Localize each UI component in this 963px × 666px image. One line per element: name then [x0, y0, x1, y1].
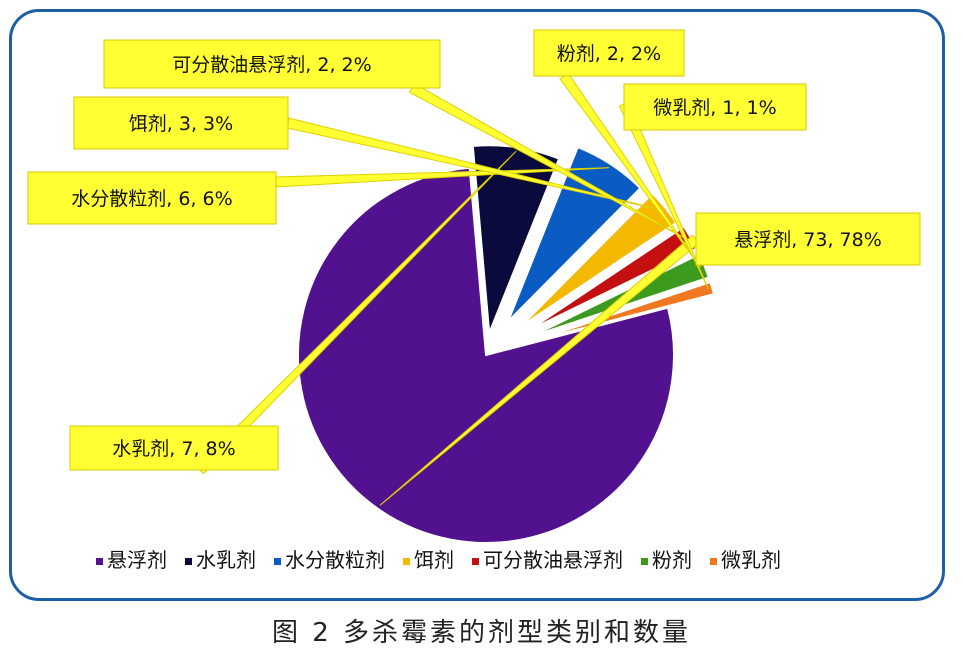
- pie-slice-3: [507, 145, 642, 323]
- legend-label-6: 粉剂: [652, 548, 692, 572]
- legend-label-1: 悬浮剂: [107, 548, 167, 572]
- legend-label-4: 饵剂: [414, 548, 454, 572]
- legend-swatch: [710, 558, 717, 565]
- pie-slice-1: [297, 166, 675, 544]
- data-label-5: 可分散油悬浮剂, 2, 2%: [172, 54, 371, 76]
- legend-swatch: [641, 558, 648, 565]
- data-label-7: 微乳剂, 1, 1%: [653, 97, 776, 119]
- data-label-4: 饵剂, 3, 3%: [129, 113, 233, 135]
- legend-swatch: [472, 558, 479, 565]
- callout-box: [533, 29, 685, 77]
- figure-caption: 图 2 多杀霉素的剂型类别和数量: [271, 618, 692, 648]
- data-label-2: 水乳剂, 7, 8%: [112, 438, 235, 460]
- legend-swatch: [403, 558, 410, 565]
- callout-box: [27, 171, 277, 225]
- legend-label-7: 微乳剂: [721, 548, 781, 572]
- legend-swatch: [96, 558, 103, 565]
- data-label-3: 水分散粒剂, 6, 6%: [71, 188, 232, 210]
- data-label-6: 粉剂, 2, 2%: [557, 43, 661, 65]
- pie-chart: 悬浮剂, 73, 78% 水乳剂, 7, 8% 水分散粒剂, 6, 6% 饵剂, 3,…: [27, 29, 921, 572]
- legend-swatch: [274, 558, 281, 565]
- callout-box: [73, 96, 289, 150]
- legend-swatch: [185, 558, 192, 565]
- legend-label-2: 水乳剂: [196, 548, 256, 572]
- callout-box: [103, 39, 441, 89]
- legend-label-3: 水分散粒剂: [285, 548, 385, 572]
- callout-box: [695, 212, 921, 266]
- legend-label-5: 可分散油悬浮剂: [483, 548, 623, 572]
- callout-box: [623, 83, 807, 131]
- callout-box: [69, 425, 279, 471]
- pie-slice-7: [531, 280, 716, 343]
- data-label-1: 悬浮剂, 73, 78%: [734, 229, 882, 251]
